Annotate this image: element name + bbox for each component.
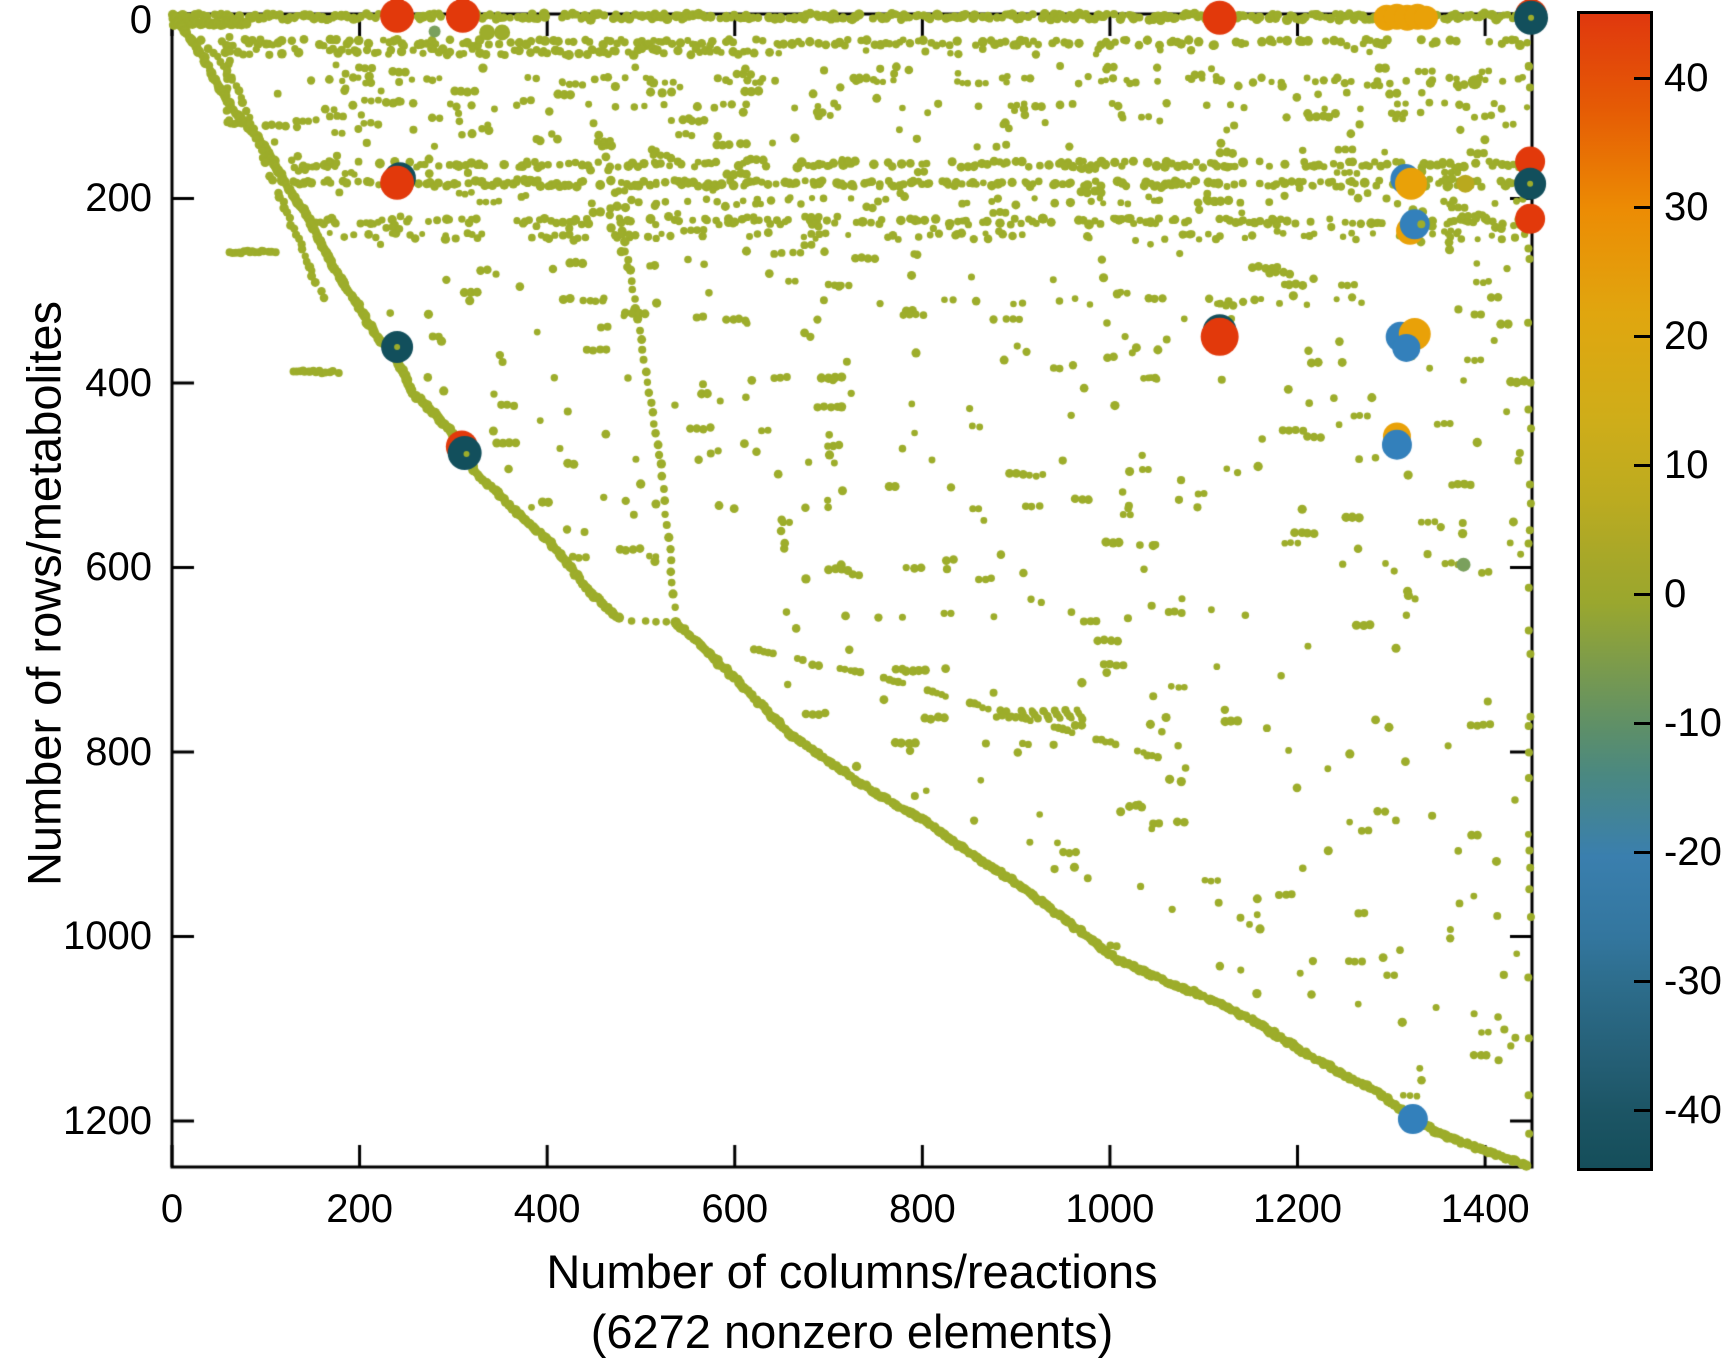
colorbar-tick — [1634, 206, 1650, 210]
y-tick-label: 400 — [85, 360, 152, 405]
colorbar-tick — [1634, 464, 1650, 468]
x-tick-label: 600 — [701, 1187, 769, 1231]
y-tick-label: 200 — [85, 176, 152, 221]
colorbar-tick-label: -30 — [1664, 959, 1722, 1004]
colorbar-tick — [1634, 593, 1650, 597]
colorbar-tick-label: -20 — [1664, 830, 1722, 875]
colorbar-tick — [1634, 77, 1650, 81]
x-tick-label: 400 — [513, 1187, 581, 1231]
colorbar-tick — [1634, 722, 1650, 726]
y-tick-label: 600 — [85, 545, 152, 590]
y-tick-label: 800 — [85, 729, 152, 774]
colorbar-tick-label: -40 — [1664, 1088, 1722, 1133]
x-tick-label: 0 — [160, 1187, 184, 1231]
colorbar-tick — [1634, 335, 1650, 339]
colorbar-tick-label: 0 — [1664, 572, 1687, 617]
x-tick-label: 200 — [326, 1187, 393, 1231]
x-tick-label: 1200 — [1253, 1187, 1342, 1231]
x-tick-label: 800 — [888, 1187, 956, 1231]
colorbar-tick — [1634, 851, 1650, 855]
x-axis-label: Number of columns/reactions — [546, 1245, 1158, 1298]
colorbar-tick-label: 40 — [1664, 56, 1709, 101]
x-tick-label: 1400 — [1440, 1187, 1530, 1231]
y-tick-label: 1200 — [63, 1098, 152, 1143]
colorbar-tick-label: 20 — [1664, 314, 1709, 359]
colorbar-tick-label: 30 — [1664, 185, 1709, 230]
colorbar-tick — [1634, 1109, 1650, 1113]
x-axis-sublabel: (6272 nonzero elements) — [590, 1305, 1114, 1358]
colorbar-tick-label: -10 — [1664, 701, 1722, 746]
colorbar-tick-label: 10 — [1664, 443, 1709, 488]
x-tick-label: 1000 — [1065, 1187, 1155, 1231]
colorbar-tick — [1634, 980, 1650, 984]
colorbar — [1577, 11, 1653, 1171]
y-tick-label: 0 — [129, 0, 152, 42]
y-tick-label: 1000 — [63, 914, 152, 959]
